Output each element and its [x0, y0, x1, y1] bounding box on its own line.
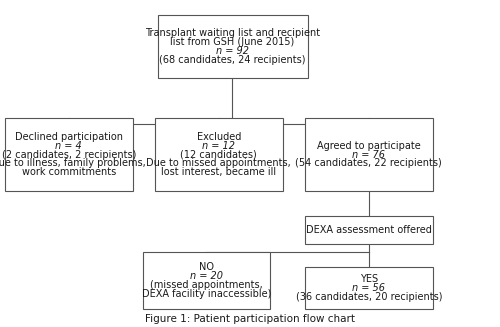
Text: n = 56: n = 56	[352, 283, 385, 293]
FancyBboxPatch shape	[5, 118, 132, 191]
Text: n = 12: n = 12	[202, 141, 235, 150]
Text: DEXA assessment offered: DEXA assessment offered	[306, 225, 432, 235]
Text: list from GSH (June 2015): list from GSH (June 2015)	[170, 37, 294, 47]
Text: n = 76: n = 76	[352, 149, 385, 160]
Text: Figure 1: Patient participation flow chart: Figure 1: Patient participation flow cha…	[145, 314, 355, 324]
Text: (12 candidates): (12 candidates)	[180, 149, 257, 160]
Text: (missed appointments,: (missed appointments,	[150, 280, 262, 290]
Text: n = 20: n = 20	[190, 271, 223, 281]
Text: DEXA facility inaccessible): DEXA facility inaccessible)	[142, 289, 271, 299]
FancyBboxPatch shape	[155, 118, 282, 191]
FancyBboxPatch shape	[305, 118, 432, 191]
Text: Due to missed appointments,: Due to missed appointments,	[146, 159, 291, 168]
Text: (68 candidates, 24 recipients): (68 candidates, 24 recipients)	[159, 55, 306, 65]
Text: (54 candidates, 22 recipients): (54 candidates, 22 recipients)	[296, 159, 442, 168]
Text: Due to illness, family problems,: Due to illness, family problems,	[0, 159, 146, 168]
FancyBboxPatch shape	[305, 267, 432, 309]
Text: work commitments: work commitments	[22, 167, 116, 178]
Text: Excluded: Excluded	[196, 131, 241, 142]
Text: NO: NO	[199, 262, 214, 272]
Text: Transplant waiting list and recipient: Transplant waiting list and recipient	[145, 28, 320, 38]
FancyBboxPatch shape	[158, 15, 308, 78]
FancyBboxPatch shape	[142, 252, 270, 309]
Text: n = 92: n = 92	[216, 46, 249, 56]
Text: Declined participation: Declined participation	[15, 131, 123, 142]
Text: (36 candidates, 20 recipients): (36 candidates, 20 recipients)	[296, 292, 442, 302]
Text: Agreed to participate: Agreed to participate	[317, 141, 420, 150]
Text: YES: YES	[360, 274, 378, 284]
FancyBboxPatch shape	[305, 216, 432, 244]
Text: lost interest, became ill: lost interest, became ill	[161, 167, 276, 178]
Text: (2 candidates, 2 recipients): (2 candidates, 2 recipients)	[2, 149, 136, 160]
Text: n = 4: n = 4	[56, 141, 82, 150]
